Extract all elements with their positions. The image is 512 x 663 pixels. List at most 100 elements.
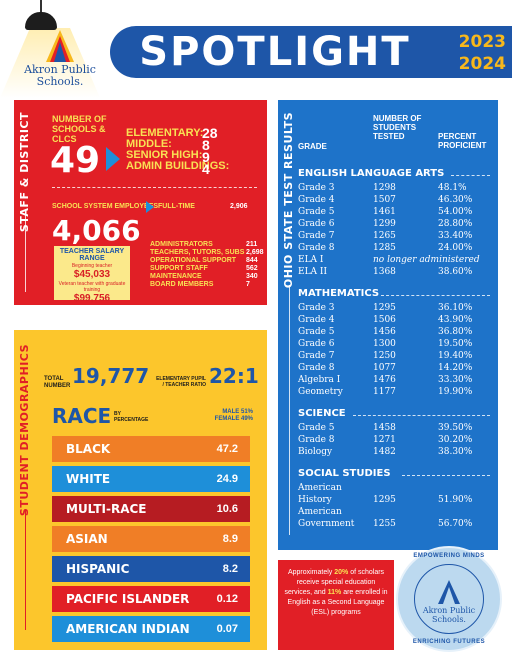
grade-cell: Grade 8 — [298, 363, 335, 373]
row-note: no longer administered — [373, 255, 480, 265]
race-name: BLACK — [66, 442, 111, 456]
tested-cell: 1271 — [373, 435, 396, 445]
proficient-cell: 19.90% — [438, 387, 473, 397]
proficient-cell: 56.70% — [438, 519, 473, 529]
salary-title: TEACHER SALARY RANGE — [59, 248, 125, 262]
total-students-value: 19,777 — [72, 364, 150, 388]
male-percent: MALE 51% — [222, 409, 253, 415]
logo-line-1: Akron Public — [24, 63, 96, 76]
race-name: HISPANIC — [66, 562, 130, 576]
race-value: 47.2 — [216, 443, 238, 455]
grade-cell: Grade 6 — [298, 219, 335, 229]
proficient-cell: 36.80% — [438, 327, 473, 337]
tested-cell: 1265 — [373, 231, 396, 241]
ratio-label-line: ELEMENTARY PUPIL — [156, 376, 206, 382]
race-name: PACIFIC ISLANDER — [66, 592, 190, 606]
race-value: 10.6 — [216, 503, 238, 515]
test-result-row: American Government 1255 56.70% — [298, 506, 498, 529]
aps-logo-icon — [46, 30, 74, 62]
school-type-label: MIDDLE: — [126, 138, 172, 150]
race-row: AMERICAN INDIAN 0.07 — [52, 616, 250, 642]
section-dashed-divider — [353, 415, 490, 416]
ohio-test-results-panel: OHIO STATE TEST RESULTS GRADE NUMBER OF … — [278, 100, 498, 550]
test-result-row: Grade 8 1077 14.20% — [298, 362, 498, 374]
test-result-row: American History 1295 51.90% — [298, 482, 498, 505]
test-result-row: Geometry 1177 19.90% — [298, 386, 498, 398]
grade-cell: Geometry — [298, 387, 343, 397]
teacher-salary-box: TEACHER SALARY RANGE Beginning teacher $… — [54, 246, 130, 304]
proficient-cell: 28.80% — [438, 219, 473, 229]
race-row: MULTI-RACE 10.6 — [52, 496, 250, 522]
proficient-cell: 38.30% — [438, 447, 473, 457]
race-name: AMERICAN INDIAN — [66, 622, 190, 636]
test-result-row: Grade 4 1506 43.90% — [298, 314, 498, 326]
race-row: PACIFIC ISLANDER 0.12 — [52, 586, 250, 612]
salary-veteran-value: $99,756 — [73, 293, 111, 304]
test-result-row: ELA I no longer administered — [298, 254, 498, 266]
proficient-cell: 48.1% — [438, 183, 467, 193]
tested-cell: 1255 — [373, 519, 396, 529]
female-percent: FEMALE 49% — [214, 416, 253, 422]
section-dashed-divider — [402, 475, 490, 476]
role-label: MAINTENANCE — [150, 273, 202, 280]
note-text: of scholars receive special education se… — [284, 569, 385, 596]
test-result-row: Grade 7 1265 33.40% — [298, 230, 498, 242]
proficient-cell: 33.40% — [438, 231, 473, 241]
school-type-value: 28 — [202, 125, 218, 141]
seal-logo-icon — [438, 580, 460, 604]
role-label: SUPPORT STAFF — [150, 265, 208, 272]
grade-cell: Grade 5 — [298, 207, 335, 217]
tested-cell: 1300 — [373, 339, 396, 349]
grade-cell: Grade 7 — [298, 231, 335, 241]
school-type-label: SENIOR HIGH: — [126, 149, 203, 161]
role-value: 2,698 — [246, 249, 264, 256]
test-section-title: SCIENCE — [298, 408, 346, 419]
grade-cell: Biology — [298, 447, 333, 457]
grade-cell: Grade 4 — [298, 195, 335, 205]
grade-cell: Grade 5 — [298, 423, 335, 433]
fulltime-value: 2,906 — [230, 203, 248, 210]
race-value: 8.9 — [222, 533, 238, 545]
race-row: WHITE 24.9 — [52, 466, 250, 492]
school-type-label: ADMIN BUILDINGS: — [126, 160, 230, 172]
col-header-tested: NUMBER OF STUDENTS TESTED — [373, 114, 422, 141]
test-result-row: Grade 7 1250 19.40% — [298, 350, 498, 362]
proficient-cell: 14.20% — [438, 363, 473, 373]
grade-cell: Grade 8 — [298, 435, 335, 445]
tested-cell: 1299 — [373, 219, 396, 229]
grade-cell: American Government — [298, 507, 355, 529]
logo-wordmark: Akron Public Schools. — [10, 64, 110, 88]
proficient-cell: 36.10% — [438, 303, 473, 313]
logo-line-2: Schools. — [36, 75, 84, 88]
col-header-grade: GRADE — [298, 142, 327, 151]
grade-cell: ELA I — [298, 255, 324, 265]
tested-cell: 1461 — [373, 207, 396, 217]
side-divider — [289, 285, 290, 535]
test-section-title: MATHEMATICS — [298, 288, 380, 299]
total-number-label: TOTAL NUMBER — [44, 376, 70, 390]
role-label: OPERATIONAL SUPPORT — [150, 257, 237, 264]
tested-cell: 1482 — [373, 447, 396, 457]
race-sub-line: BY — [114, 411, 121, 417]
test-result-row: Algebra I 1476 33.30% — [298, 374, 498, 386]
seal-bottom-text: ENRICHING FUTURES — [412, 639, 486, 645]
salary-veteran-label: Veteran teacher with graduate training — [58, 281, 126, 293]
staff-district-panel: STAFF & DISTRICT NUMBER OF SCHOOLS & CLC… — [14, 100, 267, 305]
grade-cell: ELA II — [298, 267, 328, 277]
employees-value: 4,066 — [52, 214, 141, 247]
lamp-cord — [40, 0, 42, 14]
col-header-proficient: PERCENT PROFICIENT — [438, 132, 487, 150]
student-demographics-panel: STUDENT DEMOGRAPHICS TOTAL NUMBER 19,777… — [14, 330, 267, 650]
fulltime-label: FULL-TIME — [158, 203, 195, 210]
grade-cell: Algebra I — [298, 375, 341, 385]
test-result-row: Grade 4 1507 46.30% — [298, 194, 498, 206]
test-results-side-label: OHIO STATE TEST RESULTS — [282, 112, 295, 289]
test-result-row: Grade 8 1271 30.20% — [298, 434, 498, 446]
tested-cell: 1295 — [373, 303, 396, 313]
grade-cell: Grade 3 — [298, 183, 335, 193]
tested-cell: 1368 — [373, 267, 396, 277]
staff-roles-list: ADMINISTRATORS TEACHERS, TUTORS, SUBS OP… — [150, 241, 244, 289]
race-value: 0.07 — [216, 623, 238, 635]
role-label: BOARD MEMBERS — [150, 281, 214, 288]
year-end: 2024 — [458, 54, 506, 74]
